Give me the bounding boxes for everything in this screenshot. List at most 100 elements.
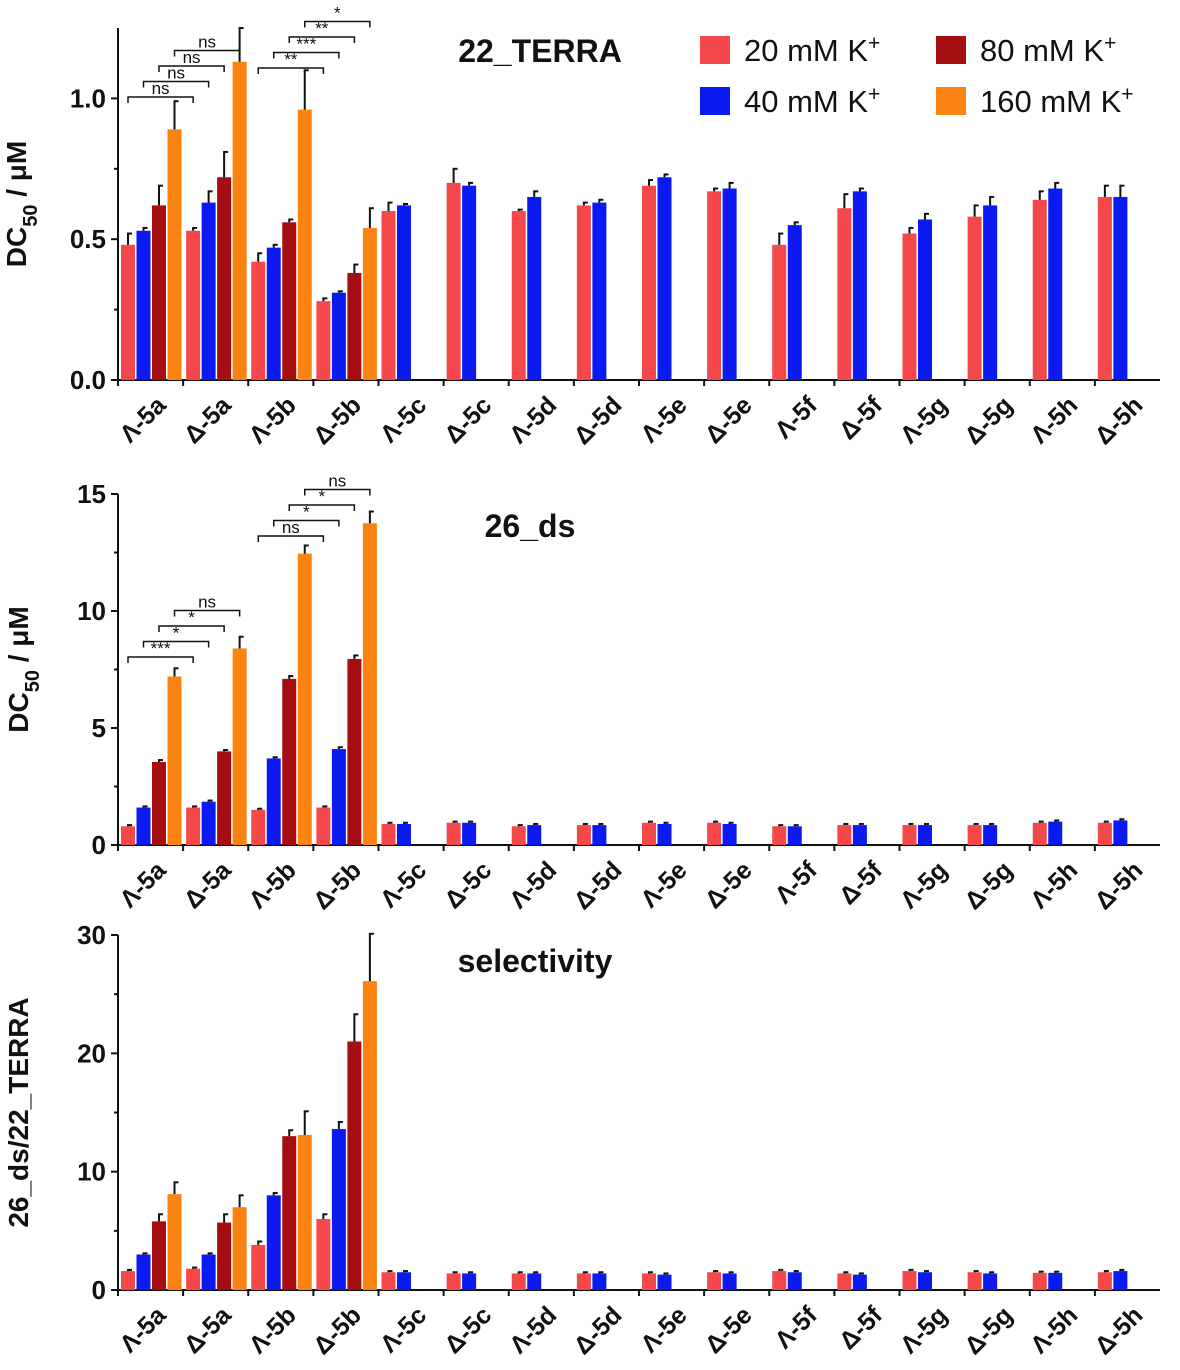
bar-Δ-5a-series-4 [232,648,247,845]
x-tick-label: Δ-5h [1089,391,1148,450]
bar-Λ-5b-series-3 [282,222,297,380]
x-tick-label: Δ-5e [700,391,758,449]
x-tick-label: Δ-5f [834,391,889,446]
x-tick-label: Δ-5a [179,855,238,914]
significance-label: ns [198,33,216,52]
bar-Λ-5e-series-1 [642,1273,656,1290]
bar-Λ-5a-series-2 [136,1254,151,1290]
legend: 20 mM K+ 40 mM K+ 80 mM K+ 160 mM K+ [700,32,1134,120]
bar-Λ-5g-series-2 [918,825,932,845]
x-tick-label: Δ-5g [959,391,1018,450]
bar-Λ-5a-series-3 [152,1221,166,1290]
bar-Δ-5h-series-1 [1097,196,1112,380]
x-tick-label: Δ-5c [439,856,497,914]
x-tick-label: Λ-5f [770,1301,824,1355]
x-tick-label: Δ-5f [834,856,889,911]
x-tick-label: Λ-5d [504,856,562,914]
x-tick-label: Λ-5d [504,1301,562,1359]
bar-Λ-5a-series-3 [152,205,166,380]
significance-label: ns [167,64,185,83]
significance-bracket [127,96,194,103]
x-tick-label: Λ-5g [895,1301,953,1359]
bar-Δ-5e-series-2 [722,188,737,380]
bar-Δ-5a-series-1 [186,230,201,380]
bar-Δ-5a-series-1 [186,1268,201,1290]
bar-Λ-5f-series-2 [787,1272,802,1290]
x-tick-label: Δ-5d [568,1301,627,1360]
bar-Λ-5g-series-2 [918,1272,932,1290]
bar-Δ-5f-series-1 [837,208,852,380]
y-tick-label: 0.5 [70,224,106,254]
bar-Δ-5d-series-2 [592,825,607,845]
bar-Λ-5b-series-2 [266,247,281,380]
bar-Δ-5b-series-4 [362,227,377,380]
x-tick-label: Δ-5f [834,1301,889,1356]
bar-Δ-5a-series-2 [201,801,216,845]
y-tick-label: 0.0 [70,365,106,395]
bar-Δ-5e-series-1 [707,1272,722,1290]
bar-Λ-5b-series-1 [251,1245,266,1290]
y-axis-label: DC50 / μM [1,141,42,268]
bar-Λ-5d-series-2 [527,825,542,845]
bar-Λ-5b-series-1 [251,809,266,845]
bar-Λ-5g-series-1 [902,1271,917,1290]
bar-Λ-5h-series-2 [1048,188,1063,380]
bar-Δ-5b-series-3 [347,1041,362,1290]
bar-Λ-5a-series-1 [121,244,135,380]
x-tick-label: Δ-5b [308,1301,367,1360]
x-tick-label: Λ-5a [114,1300,172,1358]
x-tick-label: Λ-5h [1025,1301,1083,1359]
legend-label-1: 20 mM K+ [744,32,880,69]
bar-Λ-5c-series-1 [381,823,396,845]
chart-title: 22_TERRA [458,33,622,69]
bar-Δ-5h-series-1 [1097,822,1112,845]
bar-Λ-5a-series-3 [152,761,166,845]
bar-Λ-5g-series-2 [918,219,932,380]
bar-Δ-5a-series-3 [217,751,232,845]
bar-Λ-5b-series-4 [297,109,312,380]
bar-Λ-5f-series-2 [787,225,802,380]
x-tick-label: Λ-5h [1025,391,1083,449]
x-tick-label: Λ-5a [114,855,172,913]
significance-bracket [158,65,225,72]
bar-Λ-5d-series-2 [527,196,542,380]
bar-Δ-5g-series-2 [983,205,998,380]
bar-Λ-5h-series-1 [1032,822,1047,845]
bar-Δ-5d-series-1 [576,825,591,845]
bar-Λ-5d-series-1 [511,1273,526,1290]
bar-Δ-5g-series-1 [967,216,982,380]
significance-bracket [142,80,210,88]
x-tick-label: Δ-5e [700,1301,758,1359]
bar-Δ-5c-series-2 [462,1273,477,1290]
bar-Δ-5h-series-2 [1113,1271,1128,1290]
bar-Λ-5f-series-1 [772,244,787,380]
significance-label: ns [198,593,216,612]
x-tick-label: Λ-5a [114,390,172,448]
bar-Δ-5f-series-2 [852,1274,867,1290]
bar-Δ-5d-series-1 [576,205,591,380]
x-tick-label: Δ-5c [439,1301,497,1359]
bar-Δ-5d-series-2 [592,202,607,380]
x-tick-label: Δ-5g [959,1301,1018,1360]
bar-Δ-5b-series-1 [316,301,331,380]
significance-bracket [304,20,371,28]
bar-Λ-5f-series-1 [772,1271,787,1290]
x-tick-label: Λ-5g [895,391,953,449]
chart-title: 26_ds [485,508,576,544]
bar-Λ-5c-series-2 [397,1272,411,1290]
bar-Λ-5b-series-3 [282,678,297,845]
x-tick-label: Λ-5b [244,1301,302,1359]
bar-Δ-5a-series-4 [232,1207,247,1290]
x-tick-label: Δ-5h [1089,856,1148,915]
x-tick-label: Λ-5c [375,1301,432,1358]
legend-swatch-3 [936,36,966,64]
y-tick-label: 0 [92,830,106,860]
bar-Δ-5f-series-2 [852,825,867,845]
bar-Λ-5a-series-2 [136,230,151,380]
bar-Δ-5a-series-1 [186,807,201,845]
x-tick-label: Λ-5g [895,856,953,914]
legend-label-4: 160 mM K+ [980,83,1134,120]
bar-Λ-5d-series-2 [527,1273,542,1290]
x-tick-label: Λ-5b [244,856,302,914]
